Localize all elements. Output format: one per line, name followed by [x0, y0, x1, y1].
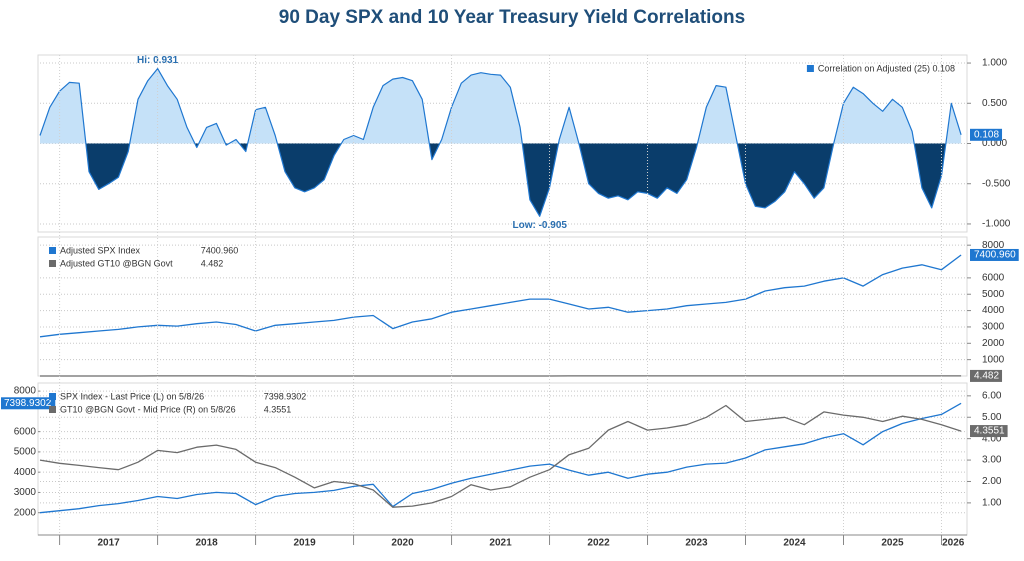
- low-annotation: Low: -0.905: [513, 220, 568, 231]
- x-tick-label: 2022: [587, 538, 610, 549]
- y-tick-label: 4000: [14, 467, 37, 478]
- end-label-text: 7400.960: [974, 250, 1016, 261]
- end-label: 4.482: [970, 369, 1003, 382]
- y-tick-label: 0.000: [982, 138, 1007, 149]
- y-tick-label: 3.00: [982, 455, 1002, 466]
- high-annotation: Hi: 0.931: [137, 55, 179, 66]
- y-tick-label: 6000: [14, 426, 37, 437]
- legend-swatch: [49, 260, 56, 267]
- x-tick-label: 2019: [293, 538, 316, 549]
- y-tick-label: 1000: [982, 354, 1005, 365]
- x-tick-label: 2025: [881, 538, 904, 549]
- end-label: 4.3551: [970, 425, 1008, 438]
- x-tick-label: 2020: [391, 538, 414, 549]
- end-label-box: [970, 369, 1003, 382]
- legend-swatch: [49, 393, 56, 400]
- x-tick-label: 2024: [783, 538, 806, 549]
- legend-swatch: [49, 247, 56, 254]
- y-tick-label: 1.000: [982, 58, 1007, 69]
- y-tick-label: 2000: [982, 338, 1005, 349]
- legend-swatch: [806, 65, 814, 72]
- y-tick-label: 0.500: [982, 98, 1007, 109]
- series-line: [39, 404, 962, 508]
- legend-label: Correlation on Adjusted (25) 0.108: [818, 63, 955, 73]
- y-tick-label: 8000: [982, 240, 1005, 251]
- x-tick-label: 2023: [685, 538, 708, 549]
- y-tick-label: 2.00: [982, 476, 1002, 487]
- end-label: 0.108: [970, 128, 1003, 141]
- series-line: [39, 402, 962, 514]
- y-tick-label: 3000: [14, 487, 37, 498]
- y-tick-label: 5000: [14, 447, 37, 458]
- y-tick-label: 4.00: [982, 433, 1002, 444]
- legend-label: Adjusted GT10 @BGN Govt: [60, 258, 173, 268]
- end-label-text: 0.108: [974, 129, 999, 140]
- y-tick-label: 4000: [982, 305, 1005, 316]
- legend-value: 7398.9302: [264, 391, 307, 401]
- series-line: [39, 254, 962, 338]
- end-label-box: [970, 425, 1008, 438]
- end-label-box: [970, 248, 1019, 261]
- y-tick-label: 3000: [982, 322, 1005, 333]
- x-tick-label: 2026: [942, 538, 965, 549]
- y-tick-label: -1.000: [982, 219, 1011, 230]
- y-tick-label: 1.00: [982, 498, 1002, 509]
- y-tick-label: 2000: [14, 507, 37, 518]
- y-tick-label: 5.00: [982, 412, 1002, 423]
- y-tick-label: 6000: [982, 273, 1005, 284]
- x-tick-label: 2018: [195, 538, 218, 549]
- y-tick-label: 6.00: [982, 390, 1002, 401]
- legend-swatch: [49, 406, 56, 413]
- legend-value: 7400.960: [201, 245, 239, 255]
- series-line: [39, 68, 962, 217]
- end-label: 7400.960: [970, 248, 1019, 261]
- area-pos: [40, 68, 962, 144]
- area-neg: [40, 143, 962, 217]
- end-label-box: [970, 128, 1003, 141]
- x-tick-label: 2021: [489, 538, 512, 549]
- y-tick-label: -0.500: [982, 178, 1011, 189]
- end-label-text: 4.3551: [974, 426, 1005, 437]
- end-label-box: [1, 397, 56, 410]
- chart-title: 90 Day SPX and 10 Year Treasury Yield Co…: [279, 7, 745, 28]
- panel-frame: [37, 236, 968, 377]
- legend-label: GT10 @BGN Govt - Mid Price (R) on 5/8/26: [60, 404, 236, 414]
- legend-label: Adjusted SPX Index: [60, 245, 141, 255]
- legend-label: SPX Index - Last Price (L) on 5/8/26: [60, 391, 204, 401]
- end-label-text: 7398.9302: [4, 398, 52, 409]
- y-tick-label: 8000: [14, 386, 37, 397]
- legend-value: 4.482: [201, 258, 224, 268]
- end-label-text: 4.482: [974, 371, 999, 382]
- end-label: 7398.9302: [1, 397, 56, 410]
- x-tick-label: 2017: [97, 538, 120, 549]
- y-tick-label: 5000: [982, 289, 1005, 300]
- legend-value: 4.3551: [264, 404, 292, 414]
